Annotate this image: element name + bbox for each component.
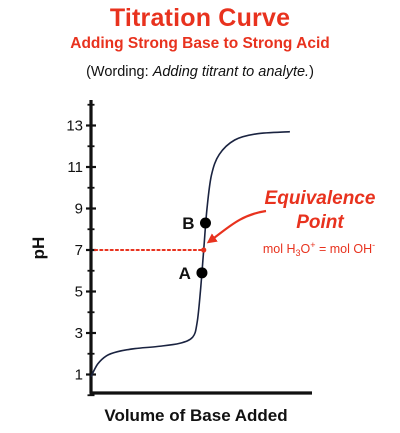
formula-part-1: mol H <box>263 242 296 256</box>
wording-prefix: (Wording: <box>86 64 153 80</box>
point-a-marker <box>196 267 208 279</box>
chart-title: Titration Curve <box>109 4 291 32</box>
wording-suffix: ) <box>309 64 314 80</box>
points-layer: AB <box>179 214 211 283</box>
titration-curve-line <box>90 130 290 377</box>
equivalence-label-line2: Point <box>296 212 344 233</box>
curve-layer <box>90 130 290 377</box>
y-axis-title: pH <box>29 237 48 260</box>
y-tick-label: 11 <box>67 159 83 176</box>
formula-sub-3: 3 <box>296 248 301 258</box>
x-axis-title: Volume of Base Added <box>104 406 287 425</box>
y-tick-label: 3 <box>75 325 83 342</box>
y-tick-label: 5 <box>75 284 83 301</box>
point-b-marker <box>199 217 211 229</box>
equivalence-arrow <box>206 209 267 244</box>
wording-note: (Wording: Adding titrant to analyte.) <box>0 64 400 80</box>
equivalence-formula: mol H3O+ = mol OH- <box>263 240 375 258</box>
formula-part-2: O <box>301 242 311 256</box>
formula-sup-minus: - <box>372 240 375 250</box>
equivalence-guides <box>94 209 267 251</box>
chart-subtitle: Adding Strong Base to Strong Acid <box>70 35 330 52</box>
y-tick-label: 7 <box>75 242 83 259</box>
formula-part-3: = mol OH <box>316 242 373 256</box>
y-tick-label: 1 <box>75 367 83 384</box>
equivalence-point-marker <box>201 247 207 253</box>
axes <box>89 100 312 395</box>
y-tick-label: 13 <box>66 118 83 135</box>
point-b-label: B <box>182 214 194 233</box>
equivalence-label-line1: Equivalence <box>265 188 376 209</box>
point-a-label: A <box>179 264 191 283</box>
y-tick-label: 9 <box>75 201 83 218</box>
wording-italic: Adding titrant to analyte. <box>152 64 310 80</box>
formula-sup-plus: + <box>310 240 315 250</box>
